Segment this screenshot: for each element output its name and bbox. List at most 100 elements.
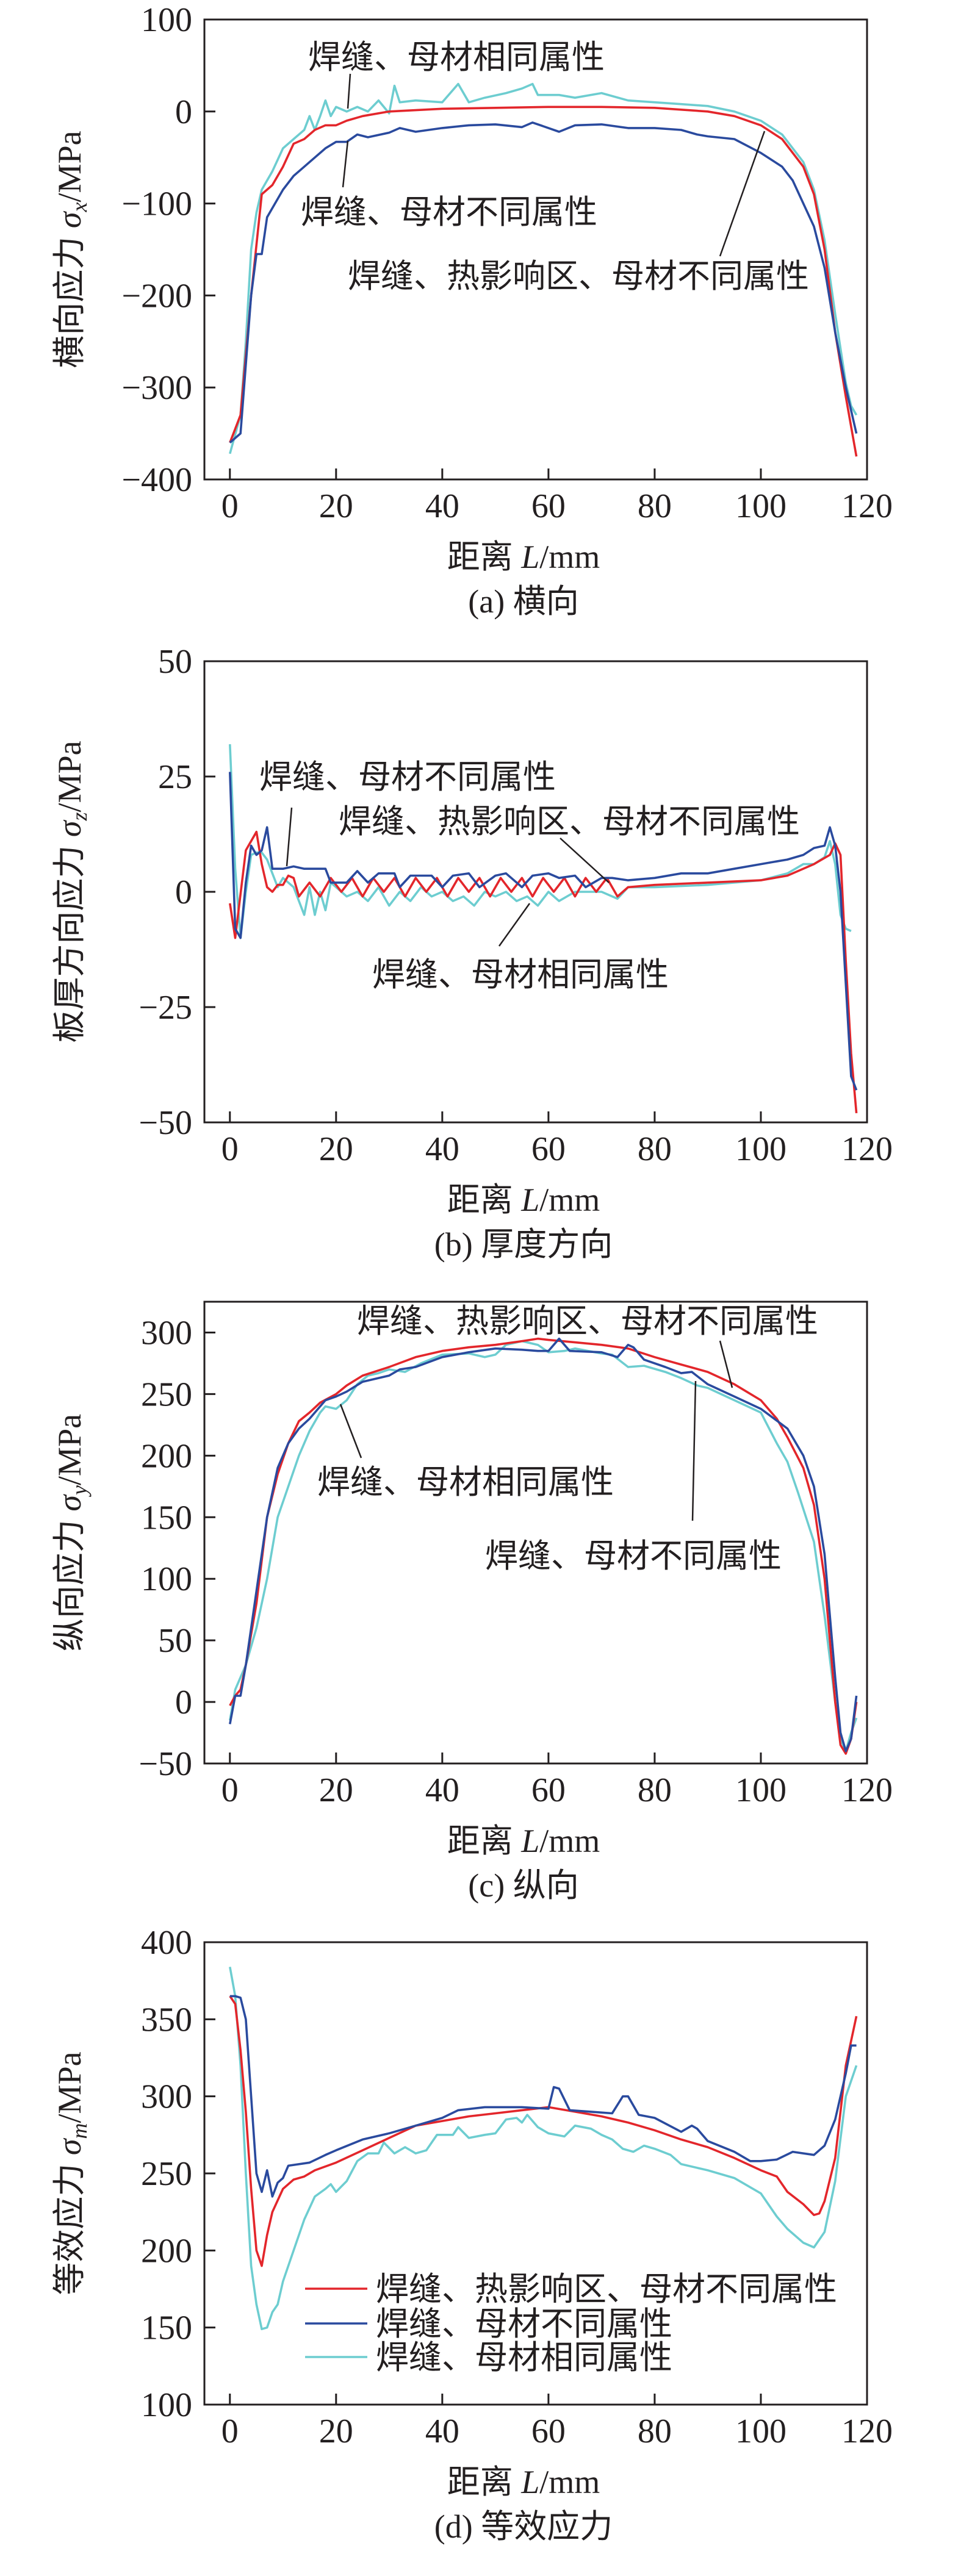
legend-entry-label: 焊缝、热影响区、母材不同属性 — [376, 2271, 837, 2308]
y-axis-label: 横向应力 σx/MPa — [51, 131, 92, 368]
annotation-label: 焊缝、母材不同属性 — [301, 194, 597, 231]
series-line-red — [229, 1995, 858, 2267]
series-line-blue — [229, 121, 858, 444]
annotation-leader-line — [691, 1380, 697, 1521]
y-axis-label-symbol: σ — [51, 210, 88, 228]
x-tick-label: 120 — [841, 2413, 893, 2450]
x-tick-label: 100 — [735, 1771, 786, 1809]
panel-caption: (b) 厚度方向 — [434, 1226, 613, 1263]
x-tick-label: 60 — [531, 2413, 566, 2450]
annotation-leader-line — [347, 73, 351, 109]
y-tick-label: 200 — [141, 1437, 192, 1475]
annotation-label: 焊缝、母材相同属性 — [308, 39, 605, 76]
x-axis-label-variable: L — [520, 1823, 539, 1859]
annotation-label: 焊缝、母材相同属性 — [372, 956, 669, 993]
annotation-label: 焊缝、母材不同属性 — [485, 1538, 782, 1574]
x-tick-label: 80 — [638, 487, 672, 525]
x-tick-label: 80 — [638, 2413, 672, 2450]
series-line-blue — [229, 772, 858, 1091]
annotation-label: 焊缝、热影响区、母材不同属性 — [357, 1303, 818, 1340]
y-tick-label: 150 — [141, 2309, 192, 2347]
annotation-leader-line — [719, 1340, 733, 1388]
x-tick-label: 60 — [531, 487, 566, 525]
annotation-leader-line — [286, 807, 293, 867]
x-tick-label: 100 — [735, 2413, 786, 2450]
y-axis-label-unit: /MPa — [51, 1414, 88, 1485]
y-tick-label: −200 — [121, 277, 192, 315]
series-line-red — [229, 106, 858, 457]
x-tick-label: 40 — [425, 487, 459, 525]
x-tick-label: 20 — [319, 1130, 353, 1168]
x-axis-label-variable: L — [520, 1182, 539, 1218]
y-axis-label-text: 横向应力 — [51, 228, 88, 368]
x-axis-label: 距离 L/mm — [447, 539, 600, 575]
series-line-blue — [229, 1337, 858, 1753]
x-tick-label: 20 — [319, 1771, 353, 1809]
y-tick-label: −400 — [121, 461, 192, 499]
y-axis-label-unit: /MPa — [51, 2051, 88, 2123]
y-axis-label-subscript: y — [67, 1485, 92, 1497]
annotation-leader-line — [342, 140, 349, 188]
y-tick-label: −50 — [139, 1104, 192, 1142]
y-axis-label-text: 等效应力 — [51, 2155, 88, 2295]
y-tick-label: 350 — [141, 2001, 192, 2039]
x-axis-label-text: 距离 — [447, 1823, 522, 1859]
x-tick-label: 20 — [319, 2413, 353, 2450]
panel-caption: (d) 等效应力 — [434, 2508, 613, 2545]
y-axis-label-symbol: σ — [51, 1494, 88, 1512]
x-axis-label: 距离 L/mm — [447, 2464, 600, 2500]
x-axis-label-variable: L — [520, 2464, 539, 2500]
x-tick-label: 0 — [221, 487, 239, 525]
y-tick-label: 250 — [141, 1376, 192, 1413]
x-tick-label: 20 — [319, 487, 353, 525]
y-tick-label: 0 — [175, 1684, 192, 1721]
series-line-cyan — [229, 1967, 858, 2330]
annotation-label: 焊缝、母材不同属性 — [259, 759, 556, 795]
x-tick-label: 100 — [735, 1130, 786, 1168]
x-tick-label: 40 — [425, 1130, 459, 1168]
panel-caption: (c) 纵向 — [468, 1867, 578, 1904]
y-tick-label: 0 — [175, 874, 192, 911]
x-tick-label: 120 — [841, 1130, 893, 1168]
y-tick-label: 300 — [141, 2078, 192, 2116]
x-tick-label: 40 — [425, 1771, 459, 1809]
x-tick-label: 80 — [638, 1771, 672, 1809]
x-tick-label: 100 — [735, 487, 786, 525]
y-tick-label: 50 — [158, 643, 192, 681]
y-tick-label: 300 — [141, 1314, 192, 1352]
y-tick-label: −300 — [121, 369, 192, 407]
annotation-label: 焊缝、热影响区、母材不同属性 — [339, 803, 800, 840]
x-axis-label-text: 距离 — [447, 1182, 522, 1218]
x-axis-label-variable: L — [520, 539, 539, 575]
annotation-label: 焊缝、母材相同属性 — [317, 1464, 614, 1501]
y-tick-label: −100 — [121, 185, 192, 223]
x-axis-label-unit: /mm — [539, 2464, 600, 2500]
y-axis-label-unit: /MPa — [51, 741, 88, 812]
x-tick-label: 0 — [221, 2413, 239, 2450]
y-tick-label: −25 — [139, 989, 192, 1027]
plot-frame — [203, 1301, 868, 1765]
chart-panel-b: 0 20 40 60 80 100 120 −50 −25 0 25 50 距离 L/mm (b) 厚度方… — [51, 643, 893, 1263]
x-tick-label: 120 — [841, 1771, 893, 1809]
panel-caption: (a) 横向 — [468, 583, 578, 620]
x-tick-label: 120 — [841, 487, 893, 525]
y-tick-label: 50 — [158, 1622, 192, 1660]
x-axis-label: 距离 L/mm — [447, 1182, 600, 1218]
y-axis-label: 纵向应力 σy/MPa — [51, 1414, 92, 1651]
series-line-blue — [229, 1995, 857, 2198]
y-axis-label-symbol: σ — [51, 819, 88, 837]
x-tick-label: 60 — [531, 1771, 566, 1809]
y-axis-label-text: 纵向应力 — [51, 1512, 88, 1652]
y-tick-label: −50 — [139, 1745, 192, 1783]
x-tick-label: 0 — [221, 1130, 239, 1168]
y-axis-label-text: 板厚方向应力 — [51, 837, 88, 1043]
y-tick-label: 400 — [141, 1924, 192, 1962]
x-tick-label: 60 — [531, 1130, 566, 1168]
y-tick-label: 200 — [141, 2232, 192, 2270]
series-line-cyan — [229, 82, 858, 454]
plot-frame — [203, 18, 868, 481]
x-axis-label-unit: /mm — [539, 1823, 600, 1859]
